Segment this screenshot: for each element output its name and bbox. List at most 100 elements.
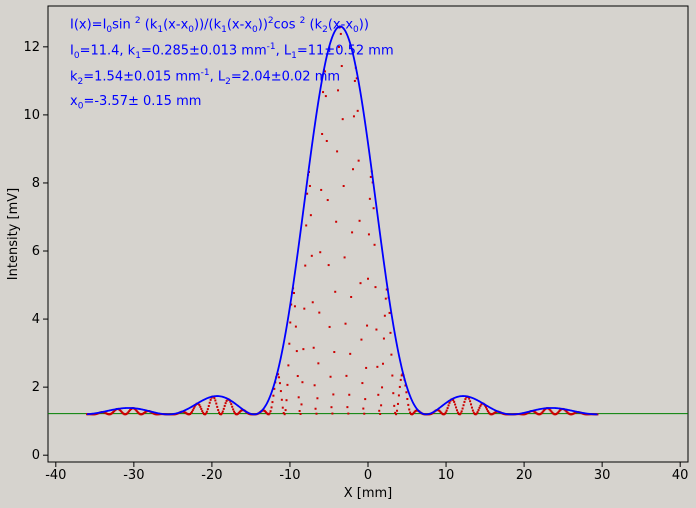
data-point [351, 231, 354, 234]
data-point [306, 192, 309, 195]
data-point [358, 219, 361, 222]
data-point [323, 70, 326, 73]
data-point [332, 393, 335, 396]
data-point [321, 132, 324, 135]
data-point [345, 374, 348, 377]
fit-curve [86, 25, 598, 416]
data-point [369, 175, 372, 178]
data-point [352, 115, 355, 118]
data-point [304, 264, 307, 267]
data-point [208, 401, 211, 404]
data-point [126, 412, 129, 415]
data-point [346, 406, 349, 409]
data-point [359, 282, 362, 285]
data-point [382, 337, 385, 340]
data-point [347, 412, 350, 415]
data-point [341, 118, 344, 121]
data-point [367, 277, 369, 280]
data-point [391, 374, 394, 377]
data-point [395, 413, 398, 416]
data-point [268, 412, 271, 415]
data-point [397, 394, 400, 397]
data-point [283, 413, 286, 416]
data-point [407, 403, 410, 406]
fit-params-line-1: I0=11.4, k1=0.285±0.013 mm-1, L1=11±0.52… [70, 42, 394, 61]
data-point [296, 375, 299, 378]
data-point [374, 286, 377, 289]
data-point [271, 401, 274, 404]
data-point [463, 400, 466, 403]
data-point [399, 378, 402, 381]
data-point [318, 311, 321, 314]
data-point [549, 409, 552, 412]
data-point [200, 407, 203, 410]
data-point [315, 412, 318, 415]
data-point [475, 412, 478, 415]
fit-params-line-2: k2=1.54±0.015 mm-1, L2=2.04±0.02 mm [70, 68, 341, 87]
data-point [237, 412, 240, 415]
data-point [390, 353, 393, 356]
data-point [487, 411, 490, 414]
data-point [223, 404, 226, 407]
data-point [191, 409, 194, 412]
data-point [337, 45, 340, 48]
data-point [541, 411, 544, 414]
data-point [455, 406, 458, 409]
data-point [396, 409, 399, 412]
data-point [216, 405, 219, 408]
data-point [326, 199, 329, 202]
data-point [453, 400, 456, 403]
data-point [334, 290, 337, 293]
data-point [277, 373, 280, 376]
x-tick-label: 30 [594, 468, 611, 483]
data-point [381, 362, 384, 365]
data-point [302, 348, 305, 351]
data-point [297, 396, 300, 399]
data-point [270, 406, 273, 409]
data-point [452, 399, 455, 402]
data-point [233, 410, 236, 413]
data-point [289, 321, 292, 324]
data-point [209, 398, 212, 401]
data-point [364, 398, 367, 401]
data-point [342, 185, 345, 188]
data-point [461, 407, 464, 410]
data-point [190, 410, 193, 413]
data-point [293, 292, 296, 295]
y-tick-label: 12 [23, 40, 40, 55]
data-point [333, 351, 336, 354]
data-point [375, 328, 378, 331]
data-point [285, 399, 288, 402]
data-point [486, 410, 489, 413]
data-point [485, 406, 488, 409]
data-point [367, 233, 370, 236]
data-point [405, 391, 408, 394]
data-point [412, 411, 415, 414]
data-point [460, 410, 463, 413]
data-point [380, 404, 383, 407]
data-point [392, 392, 395, 395]
data-point [439, 410, 442, 413]
data-point [353, 79, 356, 82]
data-point [319, 251, 322, 254]
data-point [218, 411, 221, 414]
data-point [221, 410, 224, 413]
data-point [136, 411, 139, 414]
data-point [411, 412, 414, 415]
data-point [478, 406, 481, 409]
data-point [280, 398, 283, 401]
data-point [278, 382, 281, 385]
data-point [329, 375, 332, 378]
data-point [343, 256, 346, 259]
y-tick-label: 10 [23, 108, 40, 123]
data-point [464, 398, 467, 401]
data-point [279, 390, 282, 393]
data-point [472, 411, 475, 414]
x-tick-label: 0 [364, 468, 372, 483]
data-point [204, 412, 207, 415]
formula-annotation: I(x)=I0sin 2 (k1(x-x0))/(k1(x-x0))2cos 2… [70, 16, 369, 35]
data-point [229, 400, 232, 403]
data-point [217, 409, 220, 412]
data-point [476, 411, 479, 414]
data-point [299, 412, 302, 415]
